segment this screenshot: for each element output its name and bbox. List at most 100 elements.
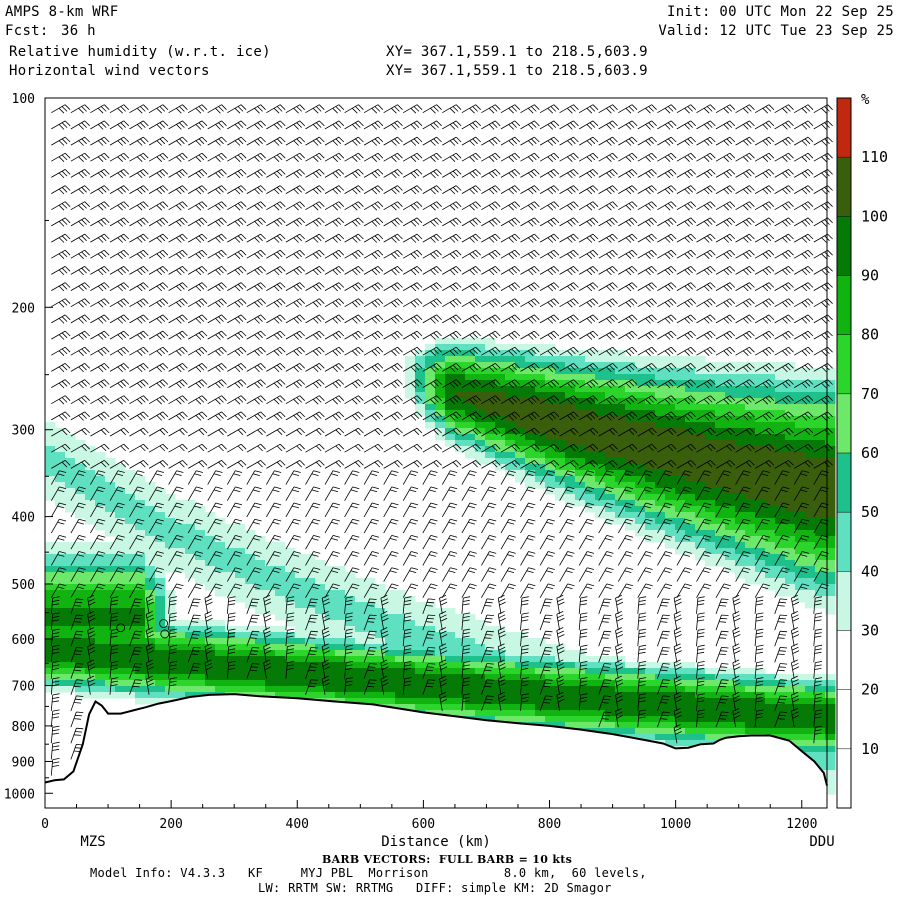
rh-cell: [665, 356, 676, 363]
rh-cell: [315, 638, 326, 645]
wind-barb: [500, 249, 521, 259]
rh-cell: [795, 470, 806, 477]
x-axis-label: Distance (km): [381, 834, 491, 850]
wind-barb: [168, 535, 184, 550]
rh-cell: [245, 638, 256, 645]
rh-cell: [725, 428, 736, 435]
wind-barb: [207, 486, 223, 501]
rh-cell: [575, 716, 586, 723]
colorbar-swatch: [837, 157, 851, 217]
wind-barb: [383, 583, 399, 598]
rh-cell: [645, 374, 656, 381]
rh-cell: [315, 650, 326, 657]
rh-cell: [205, 638, 216, 645]
rh-cell: [475, 362, 486, 369]
wind-barb: [204, 611, 213, 631]
rh-cell: [805, 482, 816, 489]
wind-barb: [187, 363, 208, 373]
rh-cell: [525, 404, 536, 411]
wind-barb: [676, 282, 696, 292]
rh-cell: [325, 680, 336, 687]
rh-cell: [805, 686, 816, 693]
rh-cell: [415, 386, 426, 393]
rh-cell: [315, 632, 326, 639]
rh-cell: [495, 452, 506, 459]
rh-cell: [185, 674, 196, 681]
rh-cell: [475, 392, 486, 399]
rh-cell: [745, 530, 756, 537]
rh-cell: [745, 380, 756, 387]
wind-barb: [383, 411, 403, 421]
rh-cell: [785, 716, 796, 723]
wind-barb: [90, 443, 110, 453]
wind-barb: [148, 427, 169, 437]
wind-barb: [148, 169, 169, 179]
wind-barb: [109, 596, 119, 614]
rh-cell: [225, 644, 236, 651]
rh-cell: [685, 464, 696, 471]
rh-cell: [535, 470, 546, 477]
wind-barb: [246, 217, 266, 227]
wind-barb: [168, 551, 184, 566]
rh-cell: [425, 392, 436, 399]
rh-cell: [505, 638, 516, 645]
wind-barb: [676, 249, 696, 259]
rh-cell: [685, 500, 696, 507]
rh-cell: [455, 644, 466, 651]
wind-barb: [598, 443, 618, 453]
wind-barb: [556, 594, 565, 614]
rh-cell: [485, 692, 496, 699]
wind-barb: [344, 346, 364, 356]
rh-cell: [635, 722, 646, 729]
rh-cell: [715, 416, 726, 423]
rh-cell: [435, 626, 446, 633]
rh-cell: [135, 518, 146, 525]
wind-barb: [754, 567, 771, 582]
rh-cell: [705, 386, 716, 393]
rh-cell: [785, 428, 796, 435]
valid-time: Valid: 12 UTC Tue 23 Sep 25: [658, 23, 894, 39]
wind-barb: [383, 551, 399, 566]
wind-barb: [383, 266, 403, 276]
wind-barb: [676, 427, 696, 437]
rh-cell: [355, 584, 366, 591]
rh-cell: [385, 656, 396, 663]
rh-cell: [255, 638, 266, 645]
rh-cell: [435, 362, 446, 369]
rh-cell: [555, 710, 566, 717]
rh-cell: [665, 368, 676, 375]
rh-cell: [825, 740, 836, 747]
rh-cell: [755, 380, 766, 387]
rh-cell: [425, 350, 436, 357]
rh-cell: [85, 686, 96, 693]
rh-cell: [765, 440, 776, 447]
rh-cell: [355, 632, 366, 639]
rh-cell: [785, 566, 796, 573]
rh-cell: [625, 710, 636, 717]
rh-cell: [705, 368, 716, 375]
rh-cell: [255, 548, 266, 555]
rh-cell: [745, 362, 756, 369]
rh-cell: [375, 596, 386, 603]
wind-barb: [637, 443, 657, 453]
rh-cell: [795, 548, 806, 555]
rh-cell: [545, 374, 556, 381]
rh-cell: [785, 548, 796, 555]
rh-cell: [775, 380, 786, 387]
rh-cell: [795, 494, 806, 501]
wind-barb: [168, 266, 188, 276]
rh-cell: [55, 644, 66, 651]
rh-cell: [95, 458, 106, 465]
rh-cell: [545, 440, 556, 447]
rh-cell: [485, 410, 496, 417]
wind-barb: [266, 363, 286, 373]
rh-cell: [605, 506, 616, 513]
terrain-fill: [45, 694, 827, 808]
wind-barb: [207, 443, 227, 453]
wind-barb: [559, 535, 575, 550]
rh-cell: [745, 560, 756, 567]
wind-barb: [204, 594, 213, 614]
rh-cell: [785, 476, 796, 483]
rh-cell: [65, 488, 76, 495]
wind-barb: [735, 330, 755, 340]
